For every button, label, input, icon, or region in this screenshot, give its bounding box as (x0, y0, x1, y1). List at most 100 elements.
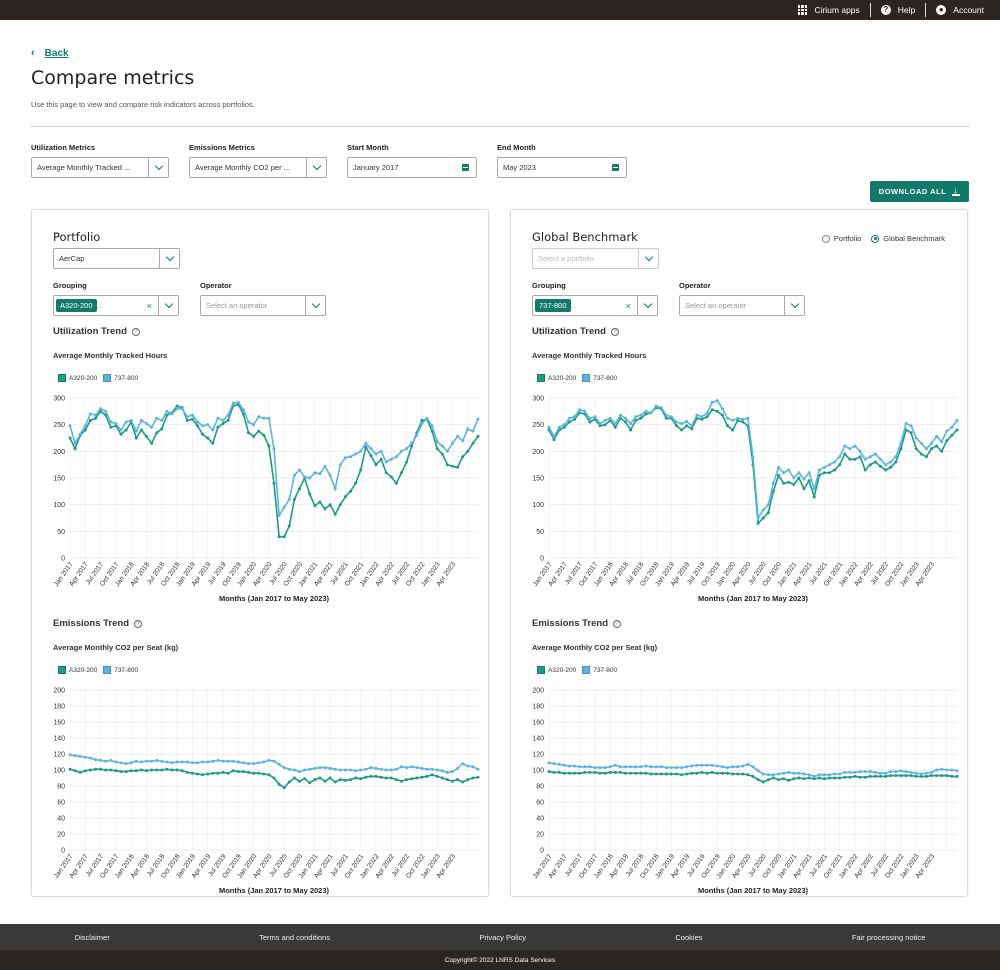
data-point[interactable] (185, 415, 189, 419)
data-point[interactable] (573, 415, 576, 419)
data-point[interactable] (415, 433, 419, 437)
data-point[interactable] (639, 765, 643, 769)
data-point[interactable] (680, 773, 684, 777)
data-point[interactable] (853, 457, 857, 461)
data-point[interactable] (303, 768, 307, 772)
data-point[interactable] (476, 434, 480, 438)
data-point[interactable] (440, 444, 444, 448)
data-point[interactable] (624, 771, 627, 775)
data-point[interactable] (700, 770, 704, 774)
data-point[interactable] (394, 767, 398, 771)
data-point[interactable] (578, 411, 582, 415)
data-point[interactable] (267, 773, 271, 777)
benchmark-operator-select[interactable]: Select an operator (679, 295, 805, 316)
data-point[interactable] (338, 778, 342, 782)
portfolio-select[interactable]: AerCap (53, 248, 180, 269)
data-point[interactable] (292, 497, 296, 501)
data-point[interactable] (705, 411, 709, 415)
data-point[interactable] (99, 758, 103, 762)
data-point[interactable] (675, 424, 678, 428)
data-point[interactable] (680, 766, 684, 770)
data-point[interactable] (736, 772, 740, 776)
data-point[interactable] (838, 455, 842, 459)
data-point[interactable] (945, 768, 949, 772)
data-point[interactable] (374, 774, 378, 778)
data-point[interactable] (94, 767, 97, 771)
data-point[interactable] (400, 449, 403, 453)
data-point[interactable] (216, 416, 220, 420)
data-point[interactable] (848, 447, 852, 451)
data-point[interactable] (680, 428, 684, 432)
data-point[interactable] (425, 774, 429, 778)
data-point[interactable] (919, 772, 923, 776)
data-point[interactable] (435, 440, 439, 444)
legend-item-a320[interactable]: A320-200 (537, 374, 576, 382)
data-point[interactable] (909, 431, 913, 435)
data-point[interactable] (547, 770, 551, 774)
data-point[interactable] (873, 460, 877, 464)
footer-link-fair-processing[interactable]: Fair processing notice (851, 932, 926, 942)
data-point[interactable] (94, 413, 97, 417)
data-point[interactable] (675, 420, 678, 424)
data-point[interactable] (955, 769, 959, 773)
data-point[interactable] (211, 759, 215, 763)
chevron-down-icon[interactable] (784, 296, 804, 315)
data-point[interactable] (899, 769, 903, 773)
data-point[interactable] (787, 480, 791, 484)
data-point[interactable] (405, 778, 409, 782)
data-point[interactable] (924, 447, 928, 451)
data-point[interactable] (323, 464, 327, 468)
data-point[interactable] (945, 774, 949, 778)
data-point[interactable] (338, 463, 342, 467)
data-point[interactable] (889, 770, 893, 774)
chevron-down-icon[interactable] (305, 296, 325, 315)
data-point[interactable] (812, 487, 816, 491)
grouping-select[interactable]: A320-200... × (53, 295, 179, 316)
data-point[interactable] (613, 425, 617, 429)
data-point[interactable] (471, 441, 475, 445)
data-point[interactable] (613, 770, 617, 774)
data-point[interactable] (78, 770, 82, 774)
data-point[interactable] (833, 468, 837, 472)
data-point[interactable] (567, 764, 571, 768)
data-point[interactable] (308, 767, 312, 771)
data-point[interactable] (364, 441, 368, 445)
clear-icon[interactable]: × (146, 300, 152, 311)
data-point[interactable] (262, 760, 266, 764)
data-point[interactable] (252, 423, 256, 427)
data-point[interactable] (445, 778, 449, 782)
data-point[interactable] (726, 424, 729, 428)
data-point[interactable] (935, 774, 939, 778)
data-point[interactable] (145, 434, 148, 438)
data-point[interactable] (83, 428, 87, 432)
data-point[interactable] (313, 504, 317, 508)
data-point[interactable] (578, 408, 582, 412)
data-point[interactable] (292, 473, 296, 477)
data-point[interactable] (695, 771, 699, 775)
benchmark-grouping-select[interactable]: 737-800... × (532, 295, 658, 316)
data-point[interactable] (690, 424, 694, 428)
data-point[interactable] (802, 487, 806, 491)
data-point[interactable] (838, 772, 842, 776)
data-point[interactable] (797, 476, 801, 480)
data-point[interactable] (562, 771, 566, 775)
data-point[interactable] (909, 770, 913, 774)
data-point[interactable] (766, 778, 770, 782)
data-point[interactable] (598, 424, 602, 428)
data-point[interactable] (782, 771, 786, 775)
data-point[interactable] (924, 771, 928, 775)
data-point[interactable] (603, 766, 607, 770)
data-point[interactable] (787, 468, 791, 472)
data-point[interactable] (430, 767, 434, 771)
data-point[interactable] (236, 760, 240, 764)
data-point[interactable] (364, 445, 368, 449)
data-point[interactable] (899, 447, 903, 451)
data-point[interactable] (134, 429, 138, 433)
data-point[interactable] (884, 774, 888, 778)
data-point[interactable] (109, 420, 113, 424)
data-point[interactable] (451, 770, 454, 774)
data-point[interactable] (843, 444, 847, 448)
data-point[interactable] (863, 775, 867, 779)
data-point[interactable] (741, 420, 745, 424)
data-point[interactable] (940, 440, 944, 444)
